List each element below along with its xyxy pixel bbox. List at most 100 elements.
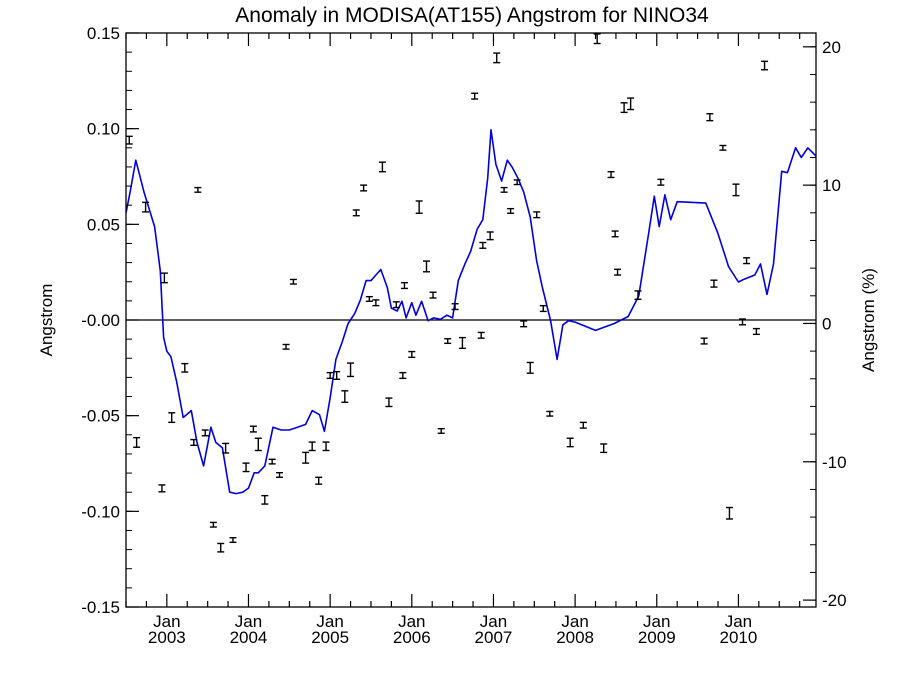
error-bar-point bbox=[486, 231, 494, 241]
error-bar-point bbox=[415, 200, 423, 214]
error-bar-point bbox=[546, 410, 554, 417]
error-bar-point bbox=[739, 318, 747, 326]
error-bar-point bbox=[520, 320, 528, 328]
error-bar-point bbox=[372, 299, 380, 307]
x-tick-label-month: Jan bbox=[480, 612, 507, 631]
error-bar-point bbox=[217, 542, 225, 553]
y-tick-label: 0.10 bbox=[87, 120, 120, 139]
error-bar-point bbox=[268, 458, 276, 465]
y-tick-label: 0.05 bbox=[87, 215, 120, 234]
error-bar-point bbox=[507, 207, 515, 214]
error-bar-point bbox=[360, 184, 368, 192]
error-bar-series bbox=[125, 33, 769, 553]
error-bar-point bbox=[706, 113, 714, 122]
error-bar-point bbox=[181, 362, 189, 373]
y-tick-label: -0.10 bbox=[81, 502, 120, 521]
error-bar-point bbox=[276, 471, 284, 478]
error-bar-point bbox=[458, 336, 466, 350]
error-bar-point bbox=[500, 186, 508, 193]
anomaly-line bbox=[125, 129, 817, 495]
error-bar-point bbox=[209, 521, 217, 528]
error-bar-point bbox=[566, 437, 574, 448]
error-bar-point bbox=[479, 241, 487, 249]
error-bar-point bbox=[254, 437, 262, 452]
y-tick-label: -0.15 bbox=[81, 598, 120, 617]
y-right-tick-label: -10 bbox=[822, 453, 847, 472]
error-bar-point bbox=[261, 494, 269, 505]
error-bar-point bbox=[533, 211, 541, 219]
error-bar-point bbox=[142, 201, 150, 213]
error-bar-point bbox=[168, 412, 176, 424]
error-bar-point bbox=[526, 361, 534, 374]
error-bar-point bbox=[444, 338, 452, 345]
y-axis-title-right: Angstrom (%) bbox=[859, 268, 878, 372]
error-bar-point bbox=[620, 102, 628, 114]
x-tick-label-year: 2008 bbox=[556, 628, 594, 647]
y-tick-label: 0.15 bbox=[87, 24, 120, 43]
error-bar-point bbox=[249, 425, 257, 433]
error-bar-point bbox=[352, 209, 360, 217]
error-bar-point bbox=[194, 186, 202, 193]
x-tick-label-year: 2006 bbox=[393, 628, 431, 647]
error-bar-point bbox=[378, 161, 386, 173]
y-tick-label: -0.00 bbox=[81, 311, 120, 330]
error-bar-point bbox=[326, 371, 334, 380]
error-bar-point bbox=[657, 178, 665, 186]
error-bar-point bbox=[365, 295, 373, 302]
error-bar-point bbox=[700, 337, 708, 345]
error-bar-point bbox=[710, 279, 718, 288]
error-bar-point bbox=[341, 390, 349, 403]
error-bar-point bbox=[743, 257, 751, 265]
error-bar-point bbox=[385, 397, 393, 408]
error-bar-point bbox=[392, 301, 400, 309]
error-bar-point bbox=[539, 304, 547, 313]
error-bar-point bbox=[242, 462, 250, 473]
error-bar-point bbox=[611, 230, 619, 238]
error-bar-point bbox=[160, 272, 168, 284]
error-bar-point bbox=[347, 362, 355, 378]
error-bar-point bbox=[322, 441, 330, 452]
error-bar-point bbox=[719, 144, 727, 151]
x-tick-label-year: 2007 bbox=[475, 628, 513, 647]
x-tick-label-month: Jan bbox=[398, 612, 425, 631]
error-bar-point bbox=[725, 506, 733, 520]
error-bar-point bbox=[308, 441, 316, 452]
y-tick-label: -0.05 bbox=[81, 407, 120, 426]
error-bar-point bbox=[429, 291, 437, 299]
error-bar-point bbox=[222, 442, 230, 454]
error-bar-point bbox=[133, 436, 141, 448]
x-tick-label-year: 2005 bbox=[311, 628, 349, 647]
error-bar-point bbox=[593, 33, 601, 45]
x-tick-label-year: 2004 bbox=[230, 628, 268, 647]
error-bar-point bbox=[493, 52, 501, 64]
x-tick-label-year: 2009 bbox=[638, 628, 676, 647]
error-bar-point bbox=[600, 443, 608, 454]
y-right-tick-label: -20 bbox=[822, 591, 847, 610]
error-bar-point bbox=[437, 427, 445, 434]
error-bar-point bbox=[333, 370, 341, 381]
error-bar-point bbox=[471, 92, 479, 100]
y-right-tick-label: 20 bbox=[822, 38, 841, 57]
x-tick-label-month: Jan bbox=[316, 612, 343, 631]
error-bar-point bbox=[761, 60, 769, 71]
axes: 0.150.100.05-0.00-0.05-0.10-0.1520100-10… bbox=[81, 24, 846, 647]
y-right-tick-label: 10 bbox=[822, 176, 841, 195]
error-bar-point bbox=[513, 179, 521, 186]
error-bar-point bbox=[627, 97, 635, 111]
error-bar-point bbox=[315, 476, 323, 485]
error-bar-point bbox=[125, 135, 133, 145]
error-bar-point bbox=[190, 438, 198, 447]
error-bar-point bbox=[477, 331, 485, 339]
error-bar-point bbox=[201, 429, 209, 437]
x-tick-label-year: 2003 bbox=[148, 628, 186, 647]
error-bar-point bbox=[289, 278, 297, 285]
x-tick-label-month: Jan bbox=[235, 612, 262, 631]
error-bar-point bbox=[579, 421, 587, 429]
error-bar-point bbox=[158, 484, 166, 493]
y-axis-title: Angstrom bbox=[37, 284, 56, 357]
error-bar-point bbox=[399, 371, 407, 380]
x-tick-label-month: Jan bbox=[153, 612, 180, 631]
error-bar-point bbox=[400, 281, 408, 290]
x-tick-label-year: 2010 bbox=[720, 628, 758, 647]
